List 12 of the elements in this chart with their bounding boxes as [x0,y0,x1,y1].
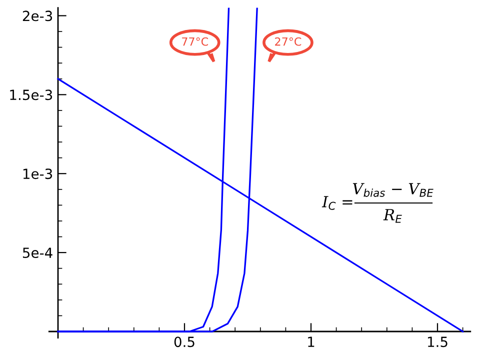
annotation: 27°C [275,37,302,46]
annotation: R$_{E}$ [383,209,402,223]
annotation: 77°C [182,37,208,46]
y-tick-label: 1e-3 [23,168,52,180]
y-tick-label: 5e-4 [22,248,52,258]
annotation: V$_{bias}$ − V$_{BE}$ [352,183,434,197]
y-tick-label: 1.5e-3 [10,90,52,100]
x-tick-label: 1 [308,336,314,347]
x-tick-label: 1.5 [428,336,448,348]
x-tick-label: 0.5 [174,336,194,348]
y-tick-label: 2e-3 [22,10,52,22]
annotation: I$_{C}$ = [322,196,352,210]
